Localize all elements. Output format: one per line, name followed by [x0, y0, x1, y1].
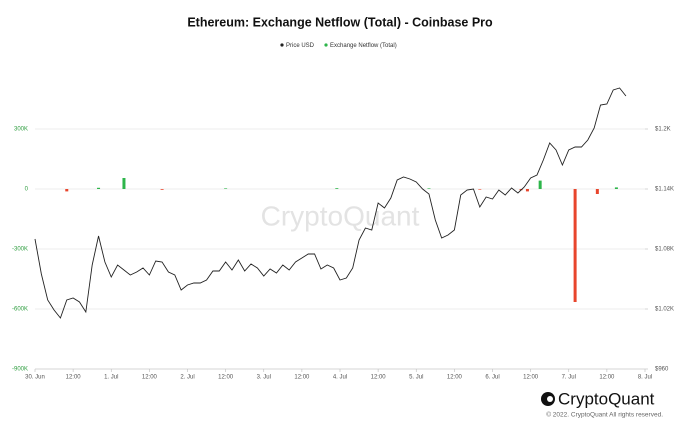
y2-tick-label: $1.14K — [655, 187, 674, 193]
x-tick-label: 12:00 — [294, 375, 310, 381]
footer-logo — [541, 392, 555, 406]
y-tick-label: -900K — [12, 367, 28, 373]
netflow-bar — [427, 188, 431, 189]
x-tick-label: 12:00 — [599, 375, 615, 381]
netflow-bar — [122, 178, 126, 189]
chart-title: Ethereum: Exchange Netflow (Total) - Coi… — [187, 15, 493, 29]
x-tick-label: 8. Jul — [638, 375, 652, 381]
y-tick-label: -300K — [12, 247, 28, 253]
netflow-bar — [97, 187, 101, 189]
legend: Price USD Exchange Netflow (Total) — [280, 43, 397, 49]
x-tick-label: 5. Jul — [409, 375, 423, 381]
x-tick-label: 3. Jul — [257, 375, 271, 381]
y2-tick-label: $1.08K — [655, 247, 674, 253]
x-tick-label: 7. Jul — [562, 375, 576, 381]
x-tick-label: 12:00 — [447, 375, 463, 381]
y2-tick-label: $960 — [655, 367, 669, 373]
legend-swatch — [324, 43, 328, 47]
x-tick-label: 6. Jul — [485, 375, 499, 381]
x-tick-label: 1. Jul — [104, 375, 118, 381]
watermark: CryptoQuant — [261, 200, 420, 231]
y-tick-label: -600K — [12, 307, 28, 313]
x-tick-label: 12:00 — [218, 375, 234, 381]
netflow-bar — [478, 189, 482, 190]
y2-tick-label: $1.02K — [655, 307, 674, 313]
x-tick-label: 30. Jun — [25, 375, 45, 381]
price-line — [34, 87, 627, 319]
legend-label: Exchange Netflow (Total) — [330, 43, 397, 49]
y2-tick-label: $1.2K — [655, 127, 671, 133]
netflow-bar — [573, 189, 577, 302]
legend-label: Price USD — [286, 43, 315, 49]
x-tick-label: 12:00 — [142, 375, 158, 381]
copyright: © 2022. CryptoQuant All rights reserved. — [546, 411, 663, 419]
x-tick-label: 12:00 — [371, 375, 387, 381]
netflow-bar — [595, 189, 599, 194]
netflow-bar — [614, 187, 618, 189]
netflow-bar — [224, 188, 228, 189]
y-tick-label: 0 — [25, 187, 29, 193]
netflow-bar — [335, 188, 339, 189]
x-tick-label: 4. Jul — [333, 375, 347, 381]
netflow-bar — [65, 189, 69, 192]
x-tick-label: 12:00 — [66, 375, 82, 381]
x-tick-label: 2. Jul — [180, 375, 194, 381]
brand: CryptoQuant — [558, 389, 655, 408]
netflow-bar — [160, 189, 164, 190]
netflow-bar — [525, 189, 529, 192]
netflow-bar — [538, 180, 542, 189]
legend-swatch — [280, 43, 284, 47]
x-tick-label: 12:00 — [523, 375, 539, 381]
y-tick-label: 300K — [14, 127, 28, 133]
